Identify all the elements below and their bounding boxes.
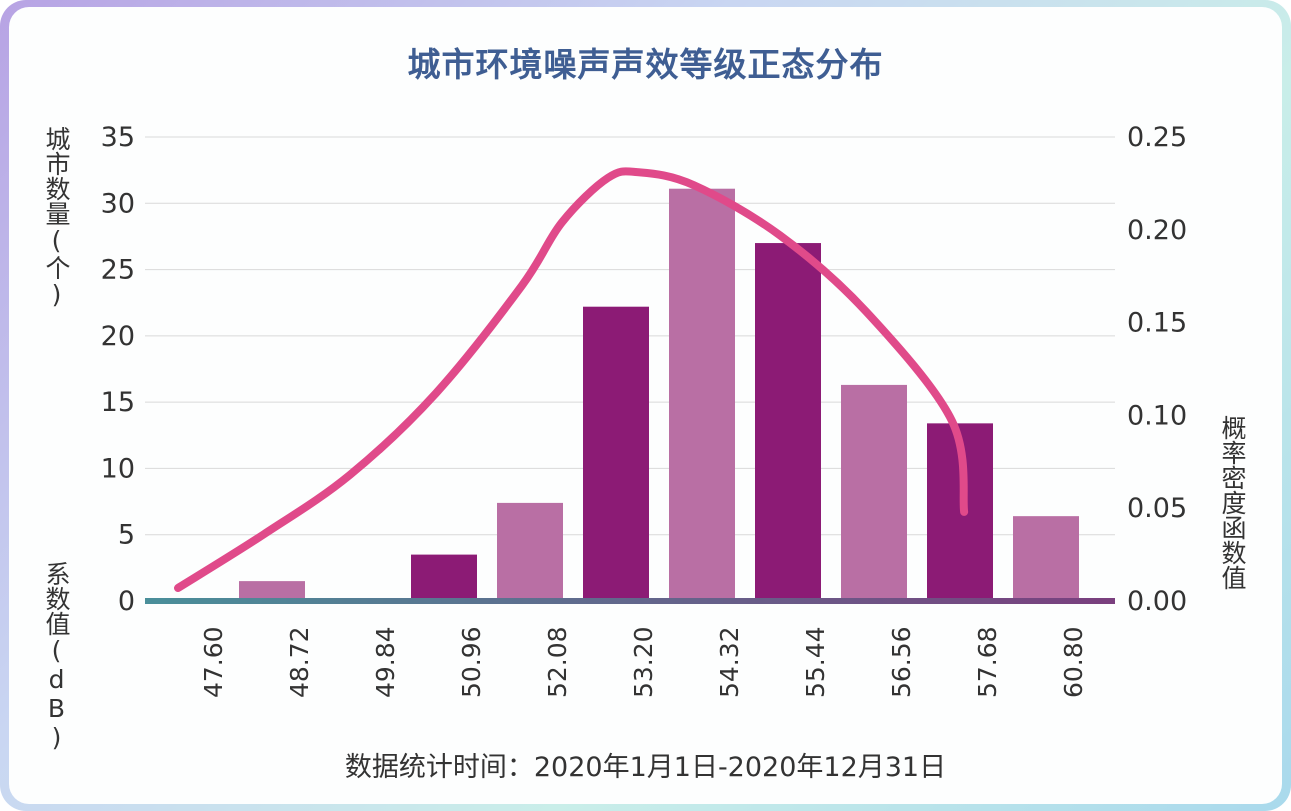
date-range-note: 数据统计时间：2020年1月1日-2020年12月31日 bbox=[344, 752, 947, 783]
x-axis-unit-label: 系数值(dB) bbox=[42, 561, 71, 752]
left-tick-label: 35 bbox=[101, 122, 135, 153]
left-tick-label: 5 bbox=[118, 520, 135, 551]
left-axis-label: 城市数量(个) bbox=[42, 126, 71, 309]
x-tick-label: 49.84 bbox=[371, 626, 400, 698]
left-tick-label: 30 bbox=[101, 188, 135, 219]
right-tick-label: 0.00 bbox=[1127, 586, 1187, 617]
bar bbox=[669, 188, 735, 601]
left-tick-label: 15 bbox=[101, 387, 135, 418]
bar bbox=[841, 384, 907, 601]
x-tick-label: 47.60 bbox=[199, 626, 228, 698]
right-tick-label: 0.25 bbox=[1127, 122, 1187, 153]
bar-series bbox=[239, 188, 1079, 602]
right-tick-label: 0.10 bbox=[1127, 400, 1187, 431]
bar bbox=[497, 502, 563, 601]
x-tick-label: 53.20 bbox=[629, 626, 658, 698]
right-axis-label: 概率密度函数值 bbox=[1218, 415, 1247, 590]
x-tick-label: 54.32 bbox=[715, 626, 744, 698]
bar bbox=[411, 554, 477, 601]
right-axis-ticks: 0.00 0.05 0.10 0.15 0.20 0.25 bbox=[1127, 122, 1187, 617]
chart-title: 城市环境噪声声效等级正态分布 bbox=[407, 45, 884, 84]
x-tick-label: 55.44 bbox=[801, 626, 830, 698]
bar bbox=[583, 306, 649, 601]
x-tick-label: 52.08 bbox=[543, 626, 572, 698]
left-tick-label: 10 bbox=[101, 453, 135, 484]
x-axis bbox=[145, 598, 1115, 604]
left-tick-label: 0 bbox=[118, 586, 135, 617]
x-axis-ticks: 47.60 48.72 49.84 50.96 52.08 53.20 54.32 55.44… bbox=[199, 626, 1088, 698]
bar bbox=[239, 581, 305, 601]
right-tick-label: 0.05 bbox=[1127, 493, 1187, 524]
x-tick-label: 60.80 bbox=[1059, 626, 1088, 698]
bar bbox=[755, 243, 821, 602]
x-tick-label: 50.96 bbox=[457, 626, 486, 698]
right-tick-label: 0.15 bbox=[1127, 308, 1187, 339]
density-curve-line bbox=[174, 167, 969, 593]
bar bbox=[1013, 516, 1079, 601]
x-tick-label: 57.68 bbox=[973, 626, 1002, 698]
density-curve bbox=[174, 167, 969, 593]
left-tick-label: 20 bbox=[101, 321, 135, 352]
x-tick-label: 48.72 bbox=[285, 626, 314, 698]
x-axis-line bbox=[145, 598, 1115, 604]
left-axis-ticks: 0 5 10 15 20 25 30 35 bbox=[101, 122, 135, 617]
right-tick-label: 0.20 bbox=[1127, 215, 1187, 246]
left-tick-label: 25 bbox=[101, 255, 135, 286]
x-tick-label: 56.56 bbox=[887, 626, 916, 698]
